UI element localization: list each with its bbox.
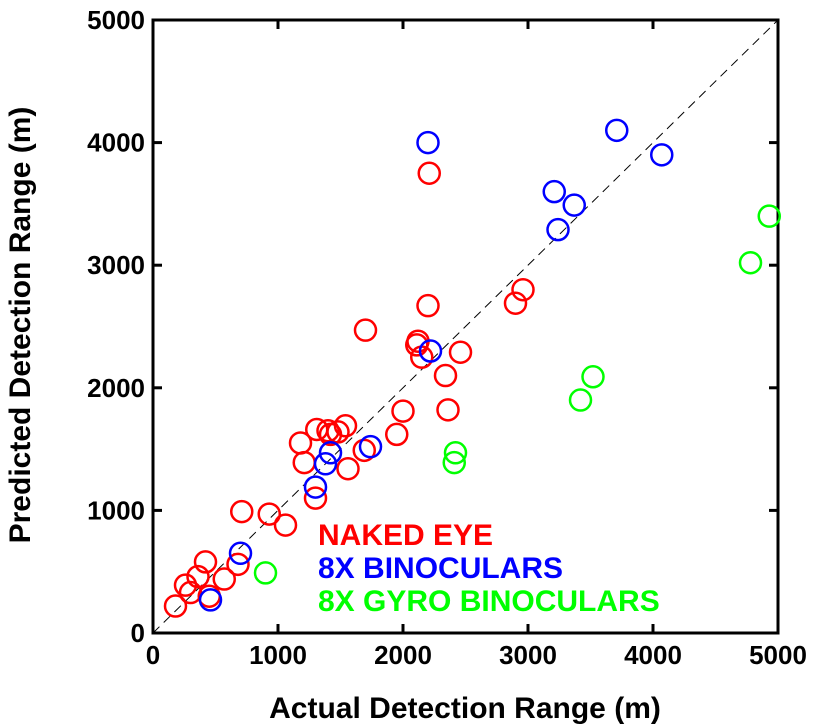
data-point-naked-eye [257,502,281,526]
data-point-naked-eye [316,418,340,443]
x-tick-label: 3000 [499,640,557,670]
data-point-8x-gyro-binoculars [568,388,593,412]
data-point-8x-binoculars [313,452,338,476]
data-point-8x-gyro-binoculars [253,561,278,585]
data-point-naked-eye [226,552,250,577]
legend-entry-8x-gyro-binoculars: 8X GYRO BINOCULARS [318,585,660,618]
y-tick-label: 0 [131,618,145,648]
data-point-naked-eye [353,318,378,342]
data-point-naked-eye [173,573,198,597]
reference-line-layer [152,19,779,634]
data-point-8x-gyro-binoculars [738,250,763,275]
data-point-naked-eye [336,456,360,481]
data-point-8x-binoculars [416,130,440,155]
data-point-8x-binoculars [228,541,253,566]
y-tick-label: 5000 [87,5,145,35]
data-point-8x-binoculars [542,179,566,204]
plot-frame [151,18,780,635]
y-tick-label: 3000 [87,250,145,280]
data-point-8x-binoculars [318,441,343,465]
data-point-naked-eye [503,291,528,315]
data-point-naked-eye [436,398,460,422]
data-point-8x-gyro-binoculars [581,365,605,389]
data-point-8x-gyro-binoculars [757,204,781,228]
data-point-8x-binoculars [650,143,674,167]
reference-line [152,19,779,634]
data-point-naked-eye [326,420,350,444]
data-point-naked-eye [193,550,218,574]
data-point-naked-eye [212,567,236,591]
data-point-naked-eye [230,499,254,524]
data-point-8x-binoculars [358,434,383,459]
data-point-naked-eye [416,293,440,318]
data-point-naked-eye [391,399,415,423]
x-tick-label: 4000 [624,640,682,670]
data-point-naked-eye [163,594,188,618]
x-tick-label: 0 [146,640,160,670]
points-layer [163,118,781,618]
data-point-naked-eye [303,486,328,510]
data-point-8x-binoculars [303,475,328,499]
data-point-8x-gyro-binoculars [443,441,468,465]
data-point-8x-binoculars [562,193,586,217]
data-point-naked-eye [186,564,210,589]
x-tick-label: 5000 [749,640,807,670]
legend-entry-naked-eye: NAKED EYE [318,519,493,552]
y-tick-label: 2000 [87,373,145,403]
data-point-8x-binoculars [546,217,570,242]
data-point-naked-eye [385,422,409,447]
data-point-naked-eye [273,513,298,537]
axes-layer: 0 1000 2000 3000 4000 5000 0 1000 2000 3000 4000 50… [87,5,807,670]
legend-entry-8x-binoculars: 8X BINOCULARS [318,552,563,585]
data-point-naked-eye [448,340,473,364]
data-point-naked-eye [433,363,458,388]
data-point-8x-binoculars [198,588,223,612]
y-axis-label: Predicted Detection Range (m) [4,107,37,544]
data-point-naked-eye [417,161,441,185]
y-tick-label: 1000 [87,495,145,525]
data-point-8x-binoculars [418,339,443,363]
y-tick-label: 4000 [87,128,145,158]
data-point-naked-eye [292,450,316,475]
data-point-naked-eye [511,277,535,302]
x-tick-label: 1000 [249,640,307,670]
data-point-naked-eye [333,414,358,438]
x-tick-label: 2000 [374,640,432,670]
data-point-8x-gyro-binoculars [442,450,466,475]
data-point-8x-binoculars [605,118,629,143]
x-axis-label: Actual Detection Range (m) [269,692,661,725]
